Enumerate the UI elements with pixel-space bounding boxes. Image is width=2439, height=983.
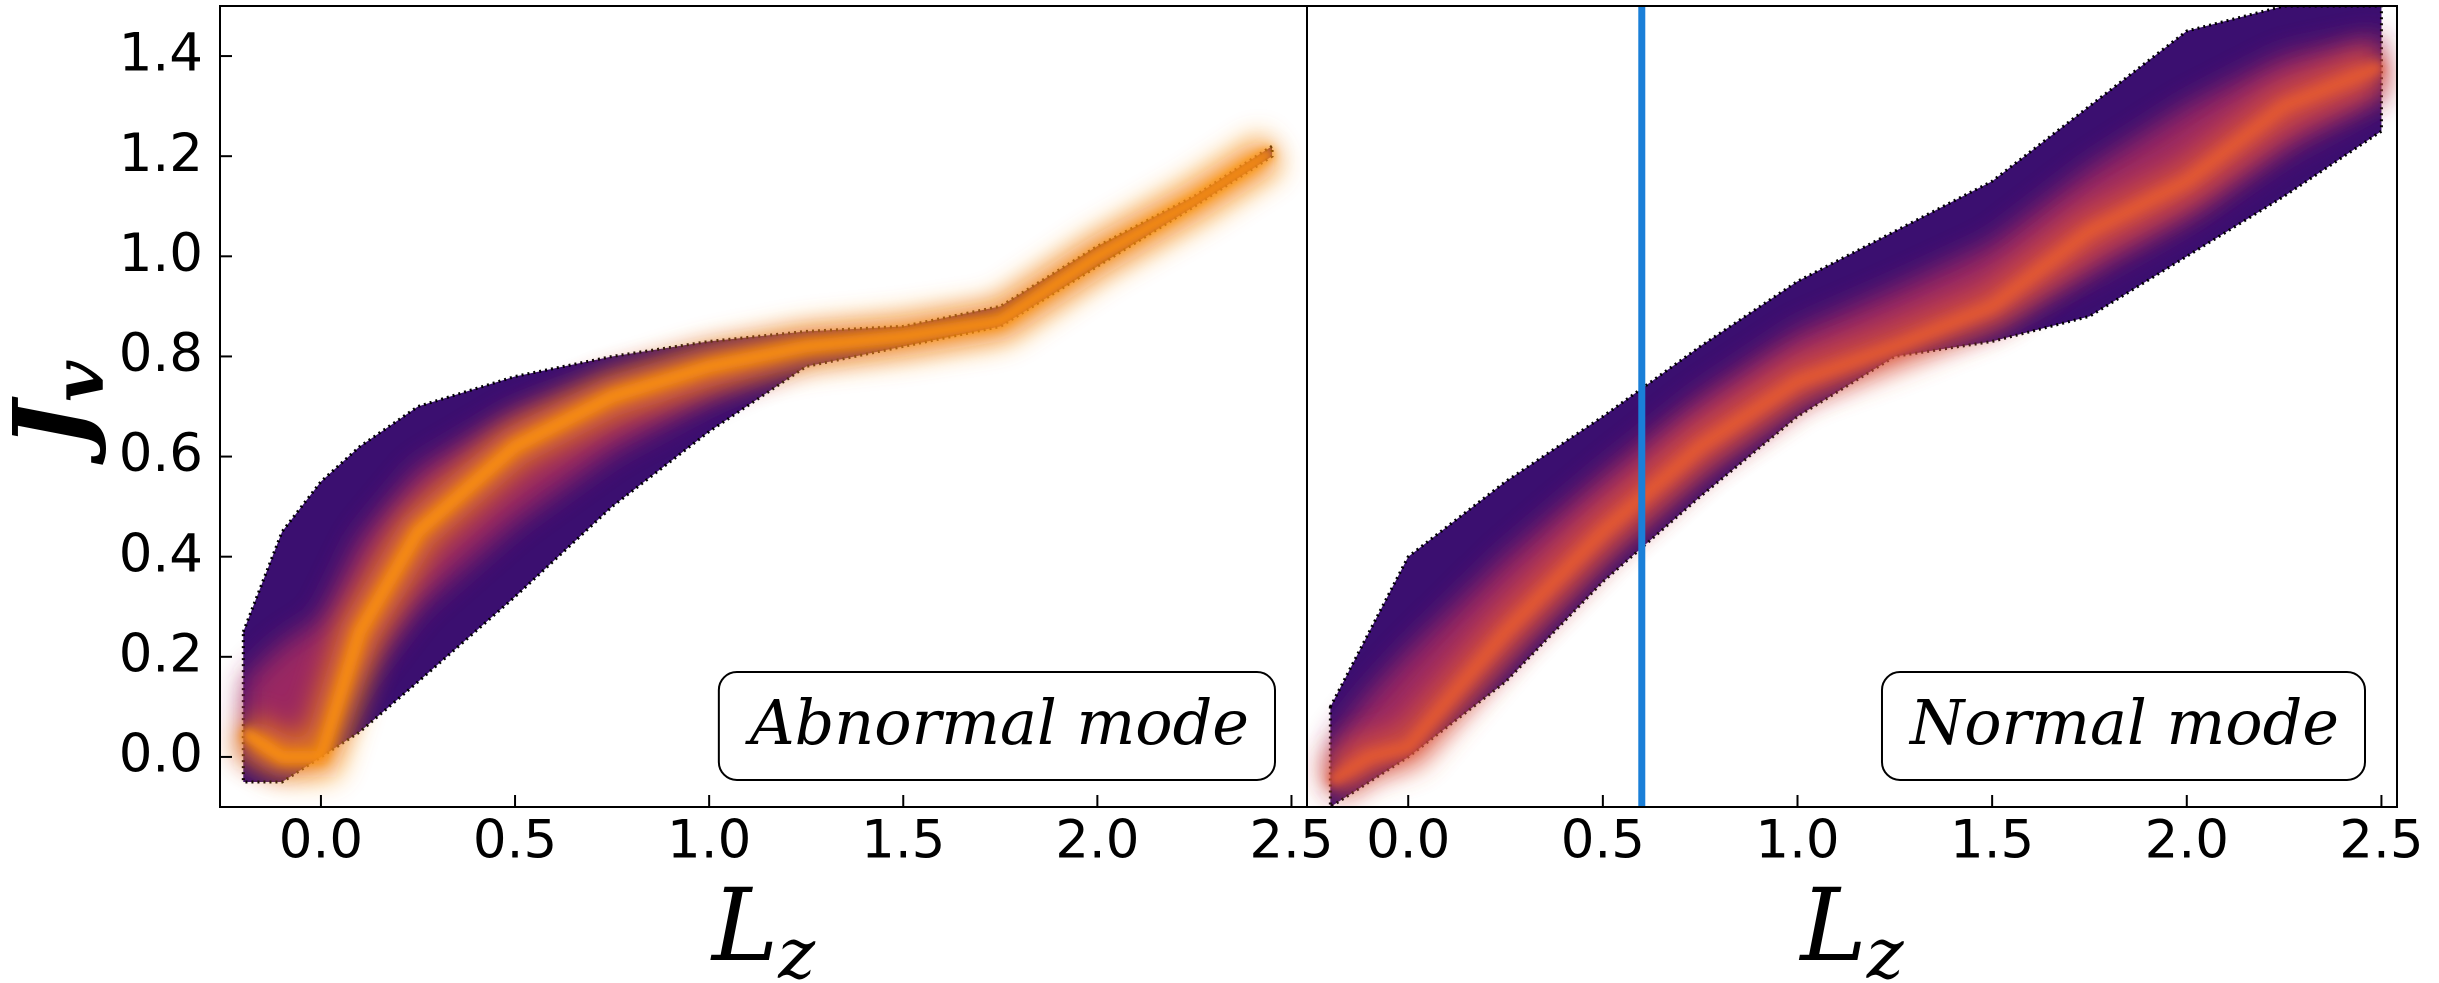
y-axis-label: Jv xyxy=(0,360,120,465)
annotation-box xyxy=(1880,671,2366,781)
x-axis-label-main: L xyxy=(710,867,778,983)
x-axis-label-main: L xyxy=(1798,867,1866,983)
plot-area xyxy=(232,134,1283,784)
plot-area xyxy=(1319,6,2390,807)
x-tick-label: 1.5 xyxy=(861,810,945,871)
x-tick-label: 1.5 xyxy=(1950,810,2034,871)
density-ridge xyxy=(1327,60,2384,788)
x-tick-label: 2.0 xyxy=(2145,810,2229,871)
x-tick-label: 1.0 xyxy=(1755,810,1839,871)
y-tick-label: 1.0 xyxy=(119,223,203,284)
y-tick-label: 1.2 xyxy=(119,123,203,184)
x-tick-label: 2.5 xyxy=(1249,810,1333,871)
x-tick-label: 0.5 xyxy=(473,810,557,871)
x-tick-label: 0.0 xyxy=(1366,810,1450,871)
y-tick-label: 0.2 xyxy=(119,623,203,684)
axes-frame xyxy=(1306,5,2398,808)
x-axis-label-subscript: z xyxy=(777,913,816,983)
annotation: Abnormal mode xyxy=(745,686,1249,759)
x-tick-label: 0.5 xyxy=(1561,810,1645,871)
x-axis-label: Lz xyxy=(1798,867,1904,983)
y-tick-label: 0.4 xyxy=(119,523,203,584)
x-axis-label: Lz xyxy=(710,867,816,983)
annotation-box xyxy=(717,671,1276,781)
y-axis-label-main: J xyxy=(0,396,109,465)
x-axis-label-subscript: z xyxy=(1866,913,1905,983)
x-tick-label: 1.0 xyxy=(667,810,751,871)
annotation: Normal mode xyxy=(1908,686,2339,759)
y-tick-label: 0.0 xyxy=(119,724,203,785)
x-tick-label: 2.0 xyxy=(1055,810,1139,871)
x-tick-label: 2.5 xyxy=(2339,810,2423,871)
y-axis-label-subscript: v xyxy=(37,360,120,402)
y-tick-label: 0.8 xyxy=(119,323,203,384)
density-ridge xyxy=(240,146,1276,763)
y-tick-label: 1.4 xyxy=(119,23,203,84)
y-tick-label: 0.6 xyxy=(119,423,203,484)
x-tick-label: 0.0 xyxy=(279,810,363,871)
